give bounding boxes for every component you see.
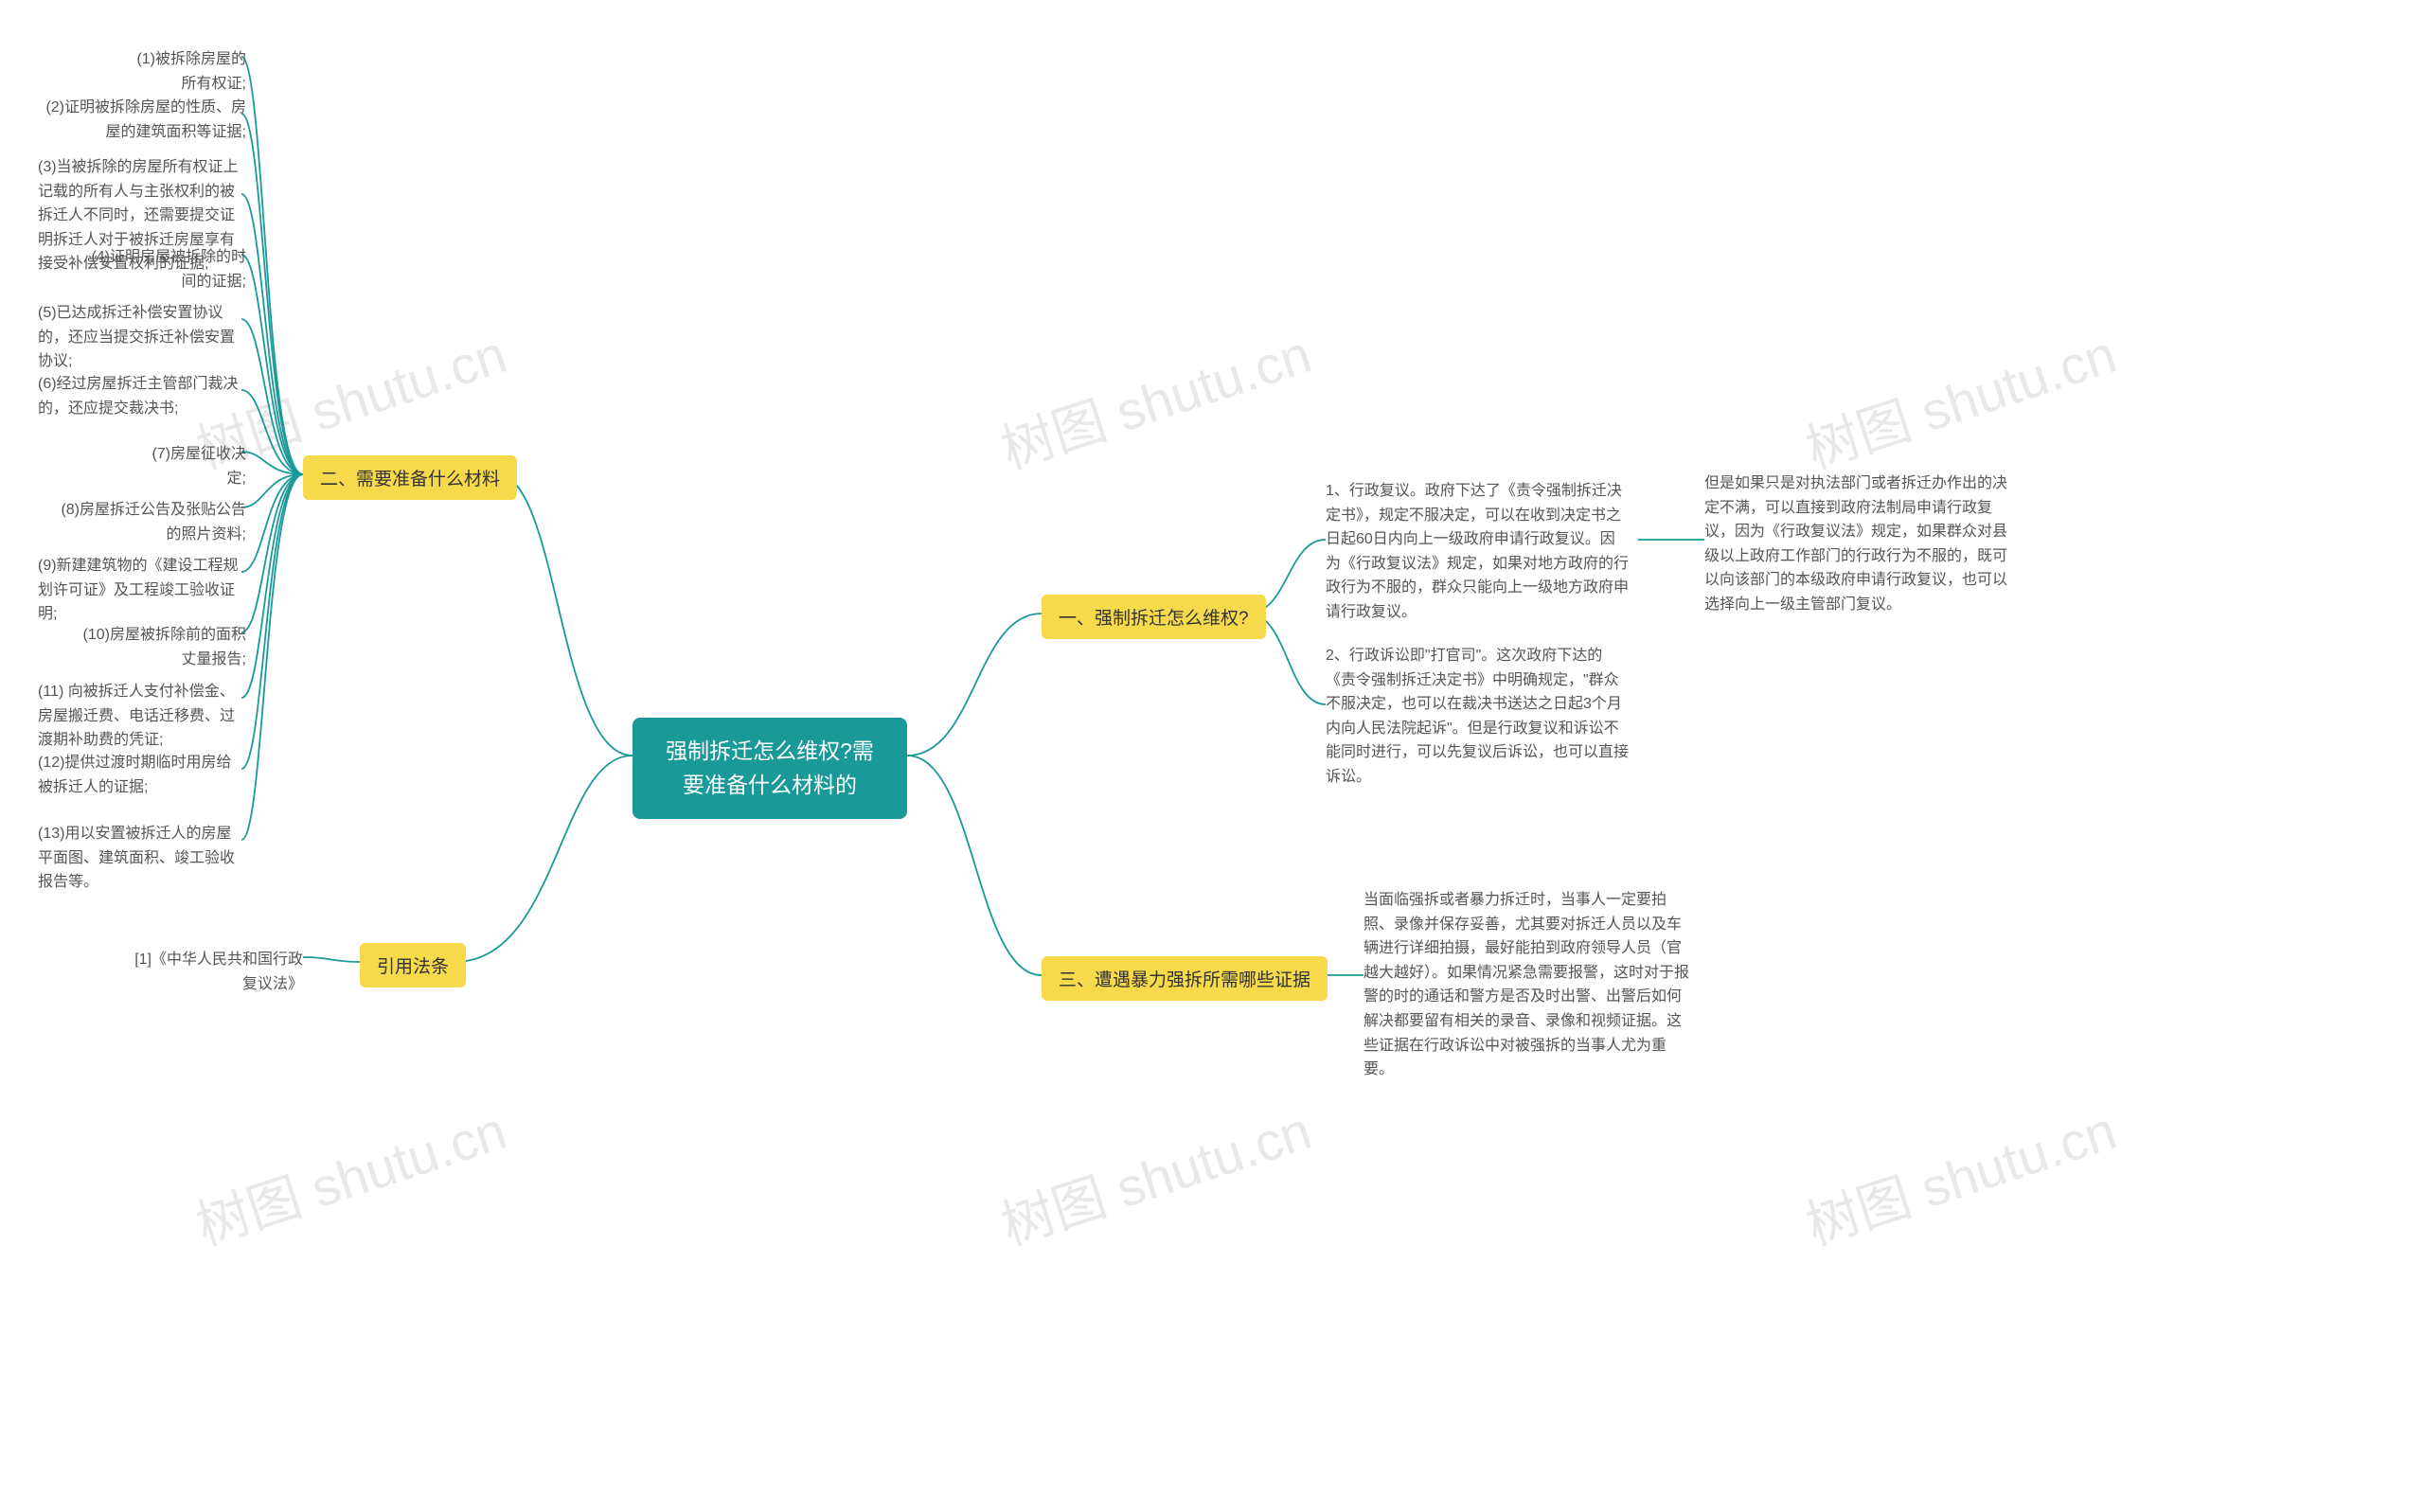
branch-materials: 二、需要准备什么材料 <box>303 455 517 500</box>
branch-citation: 引用法条 <box>360 943 466 987</box>
watermark: 树图 shutu.cn <box>1795 312 2125 485</box>
leaf-material-11: (11) 向被拆迁人支付补偿金、房屋搬迁费、电话迁移费、过渡期补助费的凭证; <box>38 680 246 753</box>
branch-rights-defense: 一、强制拆迁怎么维权? <box>1042 595 1266 639</box>
watermark: 树图 shutu.cn <box>1795 1089 2125 1261</box>
leaf-material-12: (12)提供过渡时期临时用房给被拆迁人的证据; <box>38 751 246 799</box>
watermark: 树图 shutu.cn <box>186 1089 515 1261</box>
leaf-material-13: (13)用以安置被拆迁人的房屋平面图、建筑面积、竣工验收报告等。 <box>38 822 246 895</box>
leaf-material-5: (5)已达成拆迁补偿安置协议的，还应当提交拆迁补偿安置协议; <box>38 301 246 374</box>
leaf-material-4: (4)证明房屋被拆除的时间的证据; <box>85 245 246 294</box>
watermark: 树图 shutu.cn <box>990 312 1320 485</box>
leaf-material-10: (10)房屋被拆除前的面积丈量报告; <box>76 623 246 671</box>
leaf-material-9: (9)新建建筑物的《建设工程规划许可证》及工程竣工验收证明; <box>38 554 246 627</box>
leaf-material-1: (1)被拆除房屋的所有权证; <box>123 47 246 96</box>
leaf-admin-litigation: 2、行政诉讼即"打官司"。这次政府下达的《责令强制拆迁决定书》中明确规定，"群众… <box>1326 644 1629 790</box>
leaf-material-6: (6)经过房屋拆迁主管部门裁决的，还应提交裁决书; <box>38 372 246 420</box>
leaf-material-7: (7)房屋征收决定; <box>152 442 246 490</box>
connector-lines <box>0 0 2424 1512</box>
watermark: 树图 shutu.cn <box>990 1089 1320 1261</box>
branch-evidence: 三、遭遇暴力强拆所需哪些证据 <box>1042 956 1328 1001</box>
root-node: 强制拆迁怎么维权?需要准备什么材料的 <box>633 718 907 819</box>
leaf-admin-review-detail: 但是如果只是对执法部门或者拆迁办作出的决定不满，可以直接到政府法制局申请行政复议… <box>1704 471 2007 617</box>
leaf-evidence-detail: 当面临强拆或者暴力拆迁时，当事人一定要拍照、录像并保存妥善，尤其要对拆迁人员以及… <box>1364 888 1695 1082</box>
leaf-admin-review: 1、行政复议。政府下达了《责令强制拆迁决定书》，规定不服决定，可以在收到决定书之… <box>1326 479 1629 625</box>
leaf-material-8: (8)房屋拆迁公告及张贴公告的照片资料; <box>57 498 246 546</box>
leaf-citation-1: [1]《中华人民共和国行政复议法》 <box>123 948 303 996</box>
leaf-material-2: (2)证明被拆除房屋的性质、房屋的建筑面积等证据; <box>38 96 246 144</box>
